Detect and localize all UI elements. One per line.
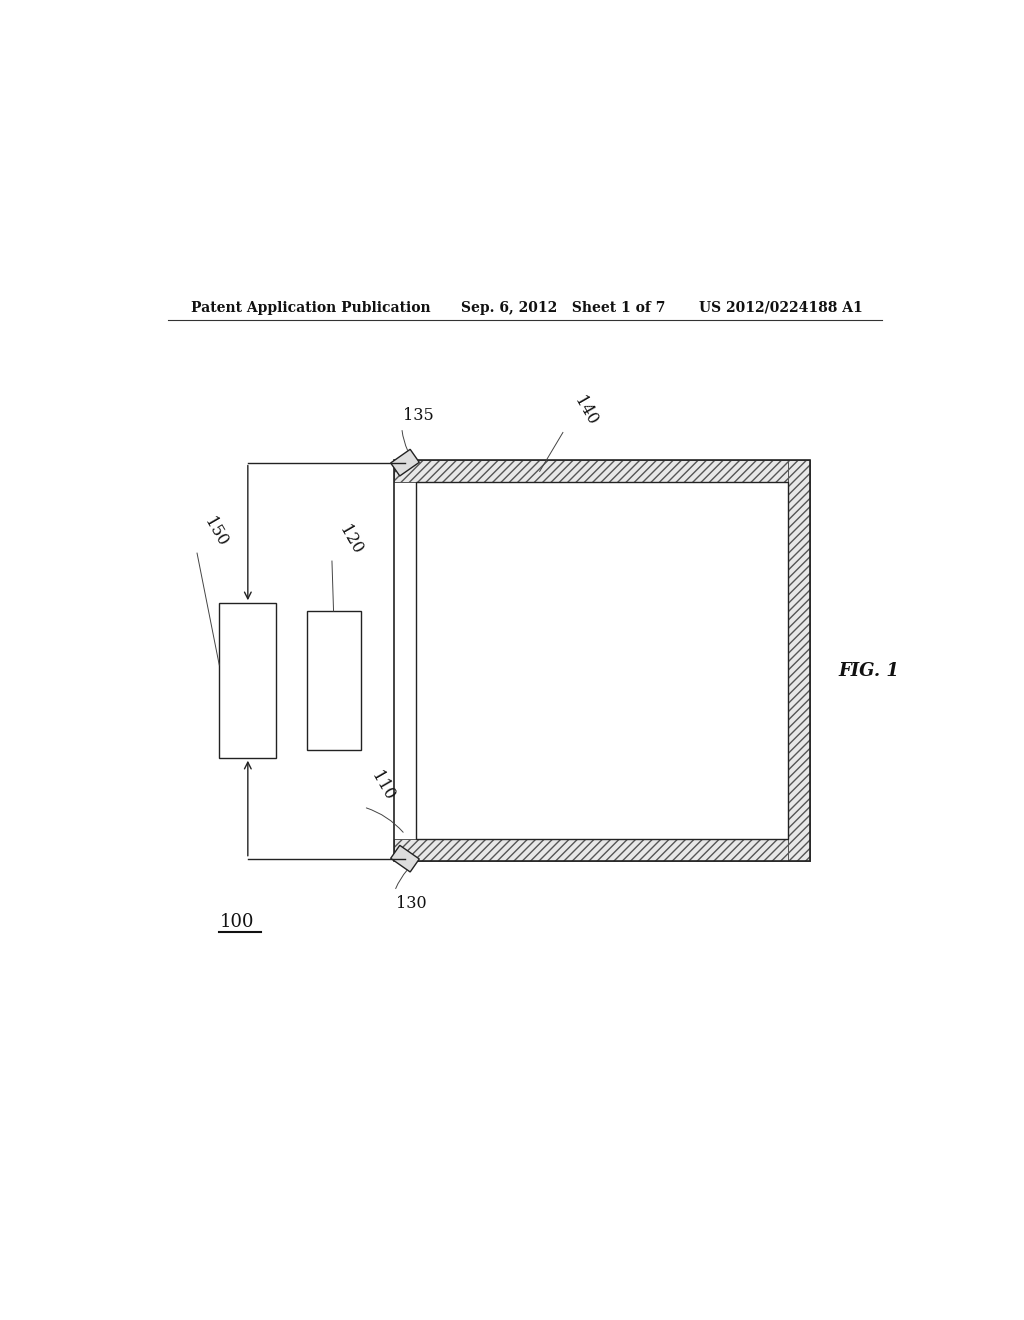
Bar [788, 461, 811, 861]
Bar [219, 603, 276, 758]
Text: 150: 150 [201, 513, 231, 549]
Text: US 2012/0224188 A1: US 2012/0224188 A1 [699, 301, 863, 315]
Text: 135: 135 [403, 407, 434, 424]
Bar [394, 838, 811, 861]
Bar [394, 461, 811, 483]
Polygon shape [391, 845, 419, 873]
Text: 140: 140 [570, 393, 601, 429]
Text: Sep. 6, 2012   Sheet 1 of 7: Sep. 6, 2012 Sheet 1 of 7 [461, 301, 666, 315]
Text: 100: 100 [219, 913, 254, 931]
Bar [306, 611, 360, 750]
Polygon shape [391, 449, 419, 477]
Text: 110: 110 [368, 768, 397, 803]
Text: FIG. 1: FIG. 1 [839, 661, 899, 680]
Text: 120: 120 [336, 523, 366, 557]
Text: Patent Application Publication: Patent Application Publication [191, 301, 431, 315]
Text: 130: 130 [396, 895, 427, 912]
Bar [394, 461, 811, 861]
Bar [416, 483, 788, 838]
